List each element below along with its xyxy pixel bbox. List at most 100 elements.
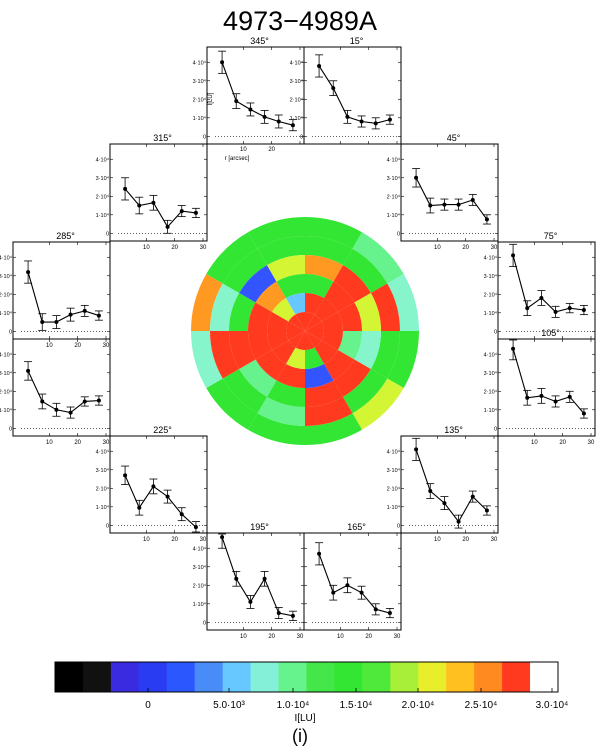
mosaic-cell-ring5-sector5 bbox=[305, 331, 315, 350]
y-tick-label: 4·10⁴ bbox=[0, 254, 13, 261]
data-point bbox=[193, 210, 198, 215]
colorbar-cell bbox=[418, 662, 447, 692]
panel-frame bbox=[12, 241, 111, 340]
mosaic-cell-ring3-sector2 bbox=[337, 302, 362, 331]
data-point bbox=[581, 411, 586, 416]
data-point bbox=[248, 599, 253, 604]
x-tick-label: 30 bbox=[491, 245, 498, 251]
mosaic-cell-ring3-sector5 bbox=[305, 363, 334, 388]
mosaic-cell-ring3-sector8 bbox=[248, 331, 273, 360]
y-tick-label: 0 bbox=[9, 426, 12, 432]
y-tick-label: 0 bbox=[300, 134, 303, 140]
figure-caption: (i) bbox=[292, 726, 308, 746]
data-point bbox=[179, 512, 184, 517]
data-point bbox=[484, 508, 489, 513]
colorbar-cell bbox=[530, 662, 559, 692]
mosaic-cell-ring5-sector11 bbox=[295, 312, 305, 331]
colorbar-tick-label: 1.0·10⁴ bbox=[277, 700, 310, 711]
x-tick-label: 20 bbox=[171, 245, 178, 251]
colorbar-tick-label: 5.0·10³ bbox=[213, 700, 245, 711]
profile-panel-10: 0 1·10⁴ 2·10⁴ 3·10⁴ 4·10⁴ 285° 10 20 30 bbox=[0, 231, 111, 349]
panel-frame bbox=[206, 532, 305, 631]
data-point bbox=[317, 551, 322, 556]
panel-angle-label: 195° bbox=[250, 522, 269, 532]
y-tick-label: 3·10⁴ bbox=[193, 78, 207, 85]
data-point bbox=[331, 86, 336, 91]
profile-panel-2: 0 1·10⁴ 2·10⁴ 3·10⁴ 4·10⁴ 45° 10 20 30 bbox=[387, 133, 499, 251]
colorbar-label: I[LU] bbox=[294, 713, 315, 724]
x-tick-label: 10 bbox=[531, 440, 538, 446]
colorbar-tick-label: 2.0·10⁴ bbox=[402, 700, 435, 711]
colorbar-cell bbox=[166, 662, 196, 692]
data-point bbox=[262, 114, 267, 119]
y-tick-label: 3·10⁴ bbox=[387, 175, 401, 182]
mosaic-cell-ring2-sector7 bbox=[239, 359, 277, 397]
mosaic-cell-ring1-sector10 bbox=[222, 248, 267, 293]
y-tick-label: 3·10⁴ bbox=[96, 175, 110, 182]
panel-angle-label: 105° bbox=[541, 328, 560, 338]
mosaic-cell-ring3-sector4 bbox=[324, 350, 355, 381]
colorbar-cell bbox=[502, 662, 531, 692]
colorbar-cell bbox=[82, 662, 112, 692]
panel-angle-label: 345° bbox=[250, 36, 269, 46]
colorbar-cell bbox=[138, 662, 168, 692]
mosaic-cell-ring2-sector10 bbox=[239, 265, 277, 303]
y-tick-label: 1·10⁴ bbox=[0, 310, 13, 317]
mosaic-cell-ring0-sector1 bbox=[352, 232, 404, 284]
mosaic-cell-ring0-sector4 bbox=[352, 378, 404, 430]
mosaic-cell-ring0-sector3 bbox=[387, 331, 419, 388]
data-point bbox=[248, 107, 253, 112]
data-point bbox=[414, 175, 419, 180]
data-point bbox=[96, 398, 101, 403]
mosaic-cell-ring2-sector3 bbox=[354, 331, 381, 369]
colorbar-cell bbox=[110, 662, 140, 692]
y-tick-label: 4·10⁴ bbox=[484, 254, 498, 261]
colorbar-tick-label: 1.5·10⁴ bbox=[340, 700, 373, 711]
colorbar-cell bbox=[334, 662, 363, 692]
y-tick-label: 3·10⁴ bbox=[0, 370, 13, 377]
y-tick-label: 3·10⁴ bbox=[0, 273, 13, 280]
data-point bbox=[553, 399, 558, 404]
profile-line bbox=[512, 255, 584, 313]
mosaic-cell-ring0-sector5 bbox=[305, 413, 362, 445]
data-point bbox=[96, 313, 101, 318]
data-point bbox=[276, 119, 281, 124]
panel-frame bbox=[303, 46, 402, 145]
profile-line bbox=[27, 370, 99, 414]
data-point bbox=[414, 447, 419, 452]
y-tick-label: 1·10⁴ bbox=[290, 115, 304, 122]
x-tick-label: 20 bbox=[171, 537, 178, 543]
mosaic-cell-ring3-sector10 bbox=[255, 281, 286, 312]
figure-title: 4973−4989A bbox=[223, 6, 377, 36]
x-tick-label: 30 bbox=[588, 440, 595, 446]
data-point bbox=[442, 202, 447, 207]
y-tick-label: 2·10⁴ bbox=[387, 193, 401, 200]
x-tick-label: 20 bbox=[365, 634, 372, 640]
colorbar-cell bbox=[250, 662, 279, 692]
panel-angle-label: 225° bbox=[153, 425, 172, 435]
x-tick-label: 20 bbox=[462, 537, 469, 543]
data-point bbox=[290, 123, 295, 128]
y-tick-label: 2·10⁴ bbox=[96, 485, 110, 492]
data-point bbox=[151, 484, 156, 489]
mosaic-cell-ring1-sector11 bbox=[257, 236, 305, 266]
mosaic-cell-ring5-sector6 bbox=[295, 331, 305, 350]
colorbar: 0 5.0·10³ 1.0·10⁴ 1.5·10⁴ 2.0·10⁴ 2.5·10⁴ 3.0·… bbox=[54, 661, 568, 724]
x-tick-label: 30 bbox=[200, 245, 207, 251]
y-tick-label: 0 bbox=[9, 329, 12, 335]
profile-line bbox=[318, 553, 391, 614]
y-tick-label: 1·10⁴ bbox=[387, 504, 401, 511]
y-tick-label: 0 bbox=[494, 329, 497, 335]
data-point bbox=[373, 607, 378, 612]
y-tick-label: 3·10⁴ bbox=[96, 467, 110, 474]
profile-line bbox=[221, 62, 294, 126]
data-point bbox=[539, 295, 544, 300]
y-tick-label: 2·10⁴ bbox=[193, 96, 207, 103]
mosaic-cell-ring3-sector9 bbox=[248, 302, 273, 331]
data-point bbox=[220, 60, 225, 65]
mosaic-cell-ring2-sector4 bbox=[333, 359, 371, 397]
y-tick-label: 2·10⁴ bbox=[387, 485, 401, 492]
